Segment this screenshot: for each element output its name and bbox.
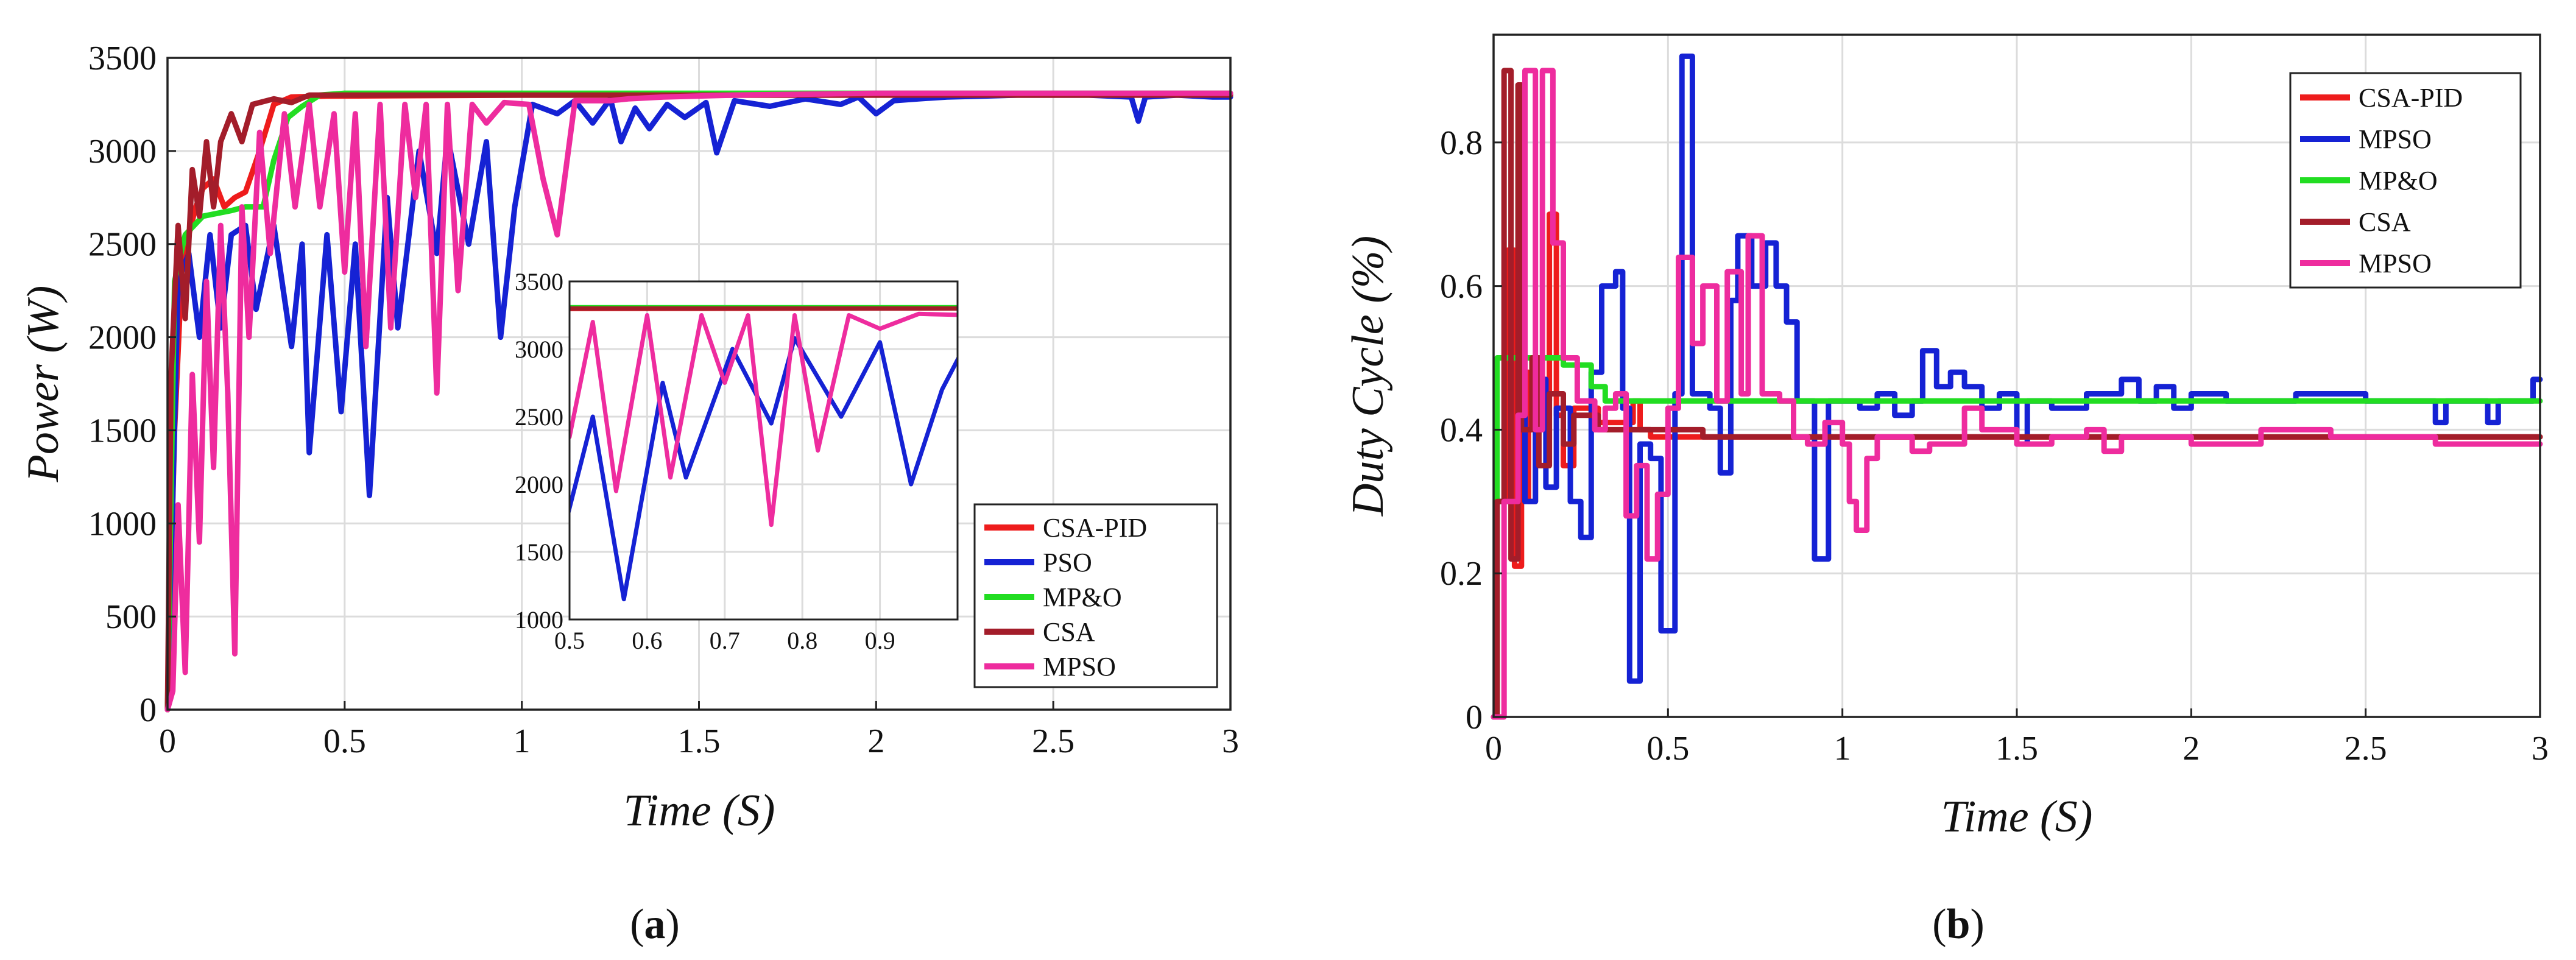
inset-y-tick-label: 1500: [515, 538, 563, 566]
panel-b-y-ticks: 0 0.2 0.4 0.6 0.8: [1440, 124, 1502, 736]
x-tick-label: 0.5: [323, 722, 366, 760]
x-tick-label: 2: [867, 722, 884, 760]
series-line-csa-3: [164, 92, 1233, 713]
y-tick-label: 2000: [88, 319, 157, 357]
panel-b-duty-cycle-chart: 0 0.2 0.4 0.6 0.8 0 0.5 1 1.5 2 2.5 3 Duty Cycle (…: [1343, 34, 2549, 948]
inset-x-tick-label: 0.9: [865, 627, 895, 654]
legend-label-csa: CSA: [2359, 207, 2411, 237]
y-tick-label: 0: [1466, 699, 1483, 736]
legend-label-mp-o: MP&O: [2359, 166, 2438, 196]
panel-a-power-chart: 0 500 1000 1500 2000 2500 3000 3500 0 0.5 1 1.5 2 2.…: [18, 40, 1239, 948]
inset-y-tick-label: 3000: [515, 336, 563, 363]
x-tick-label: 0.5: [1646, 730, 1689, 768]
x-tick-label: 3: [1222, 722, 1239, 760]
panel-a-x-axis-label: Time (S): [624, 786, 775, 836]
legend-label-mp-o: MP&O: [1043, 582, 1122, 612]
panel-a-series: [164, 90, 1233, 713]
x-tick-label: 3: [2532, 730, 2549, 768]
legend-label-mpso: MPSO: [1043, 652, 1116, 682]
y-tick-label: 1500: [88, 412, 157, 450]
inset-y-tick-label: 2000: [515, 471, 563, 498]
inset-x-tick-label: 0.5: [554, 627, 585, 654]
panel-b-caption-letter: b: [1947, 901, 1971, 948]
panel-b-legend: CSA-PID MPSO MP&O CSA MPSO: [2289, 72, 2522, 289]
panel-b-series: [1491, 53, 2543, 720]
x-tick-label: 1.5: [1996, 730, 2038, 768]
panel-a-inset-zoom: 1000 1500 2000 2500 3000 3500 0.5 0.6 0.7 0.8 0.9: [515, 268, 959, 654]
y-tick-label: 0.6: [1440, 268, 1483, 306]
panel-a-legend: CSA-PID PSO MP&O CSA MPSO: [973, 503, 1218, 688]
panel-a-caption: (a): [630, 901, 680, 948]
inset-y-tick-label: 1000: [515, 606, 563, 634]
legend-label-csa-pid: CSA-PID: [2359, 83, 2463, 113]
inset-y-tick-label: 3500: [515, 268, 563, 295]
x-tick-label: 0: [159, 722, 176, 760]
series-line-mpso-4: [164, 90, 1233, 713]
panel-b-caption: (b): [1932, 901, 1985, 948]
x-tick-label: 2.5: [2345, 730, 2387, 768]
y-tick-label: 0: [139, 691, 157, 729]
x-tick-label: 2: [2183, 730, 2200, 768]
panel-b-y-axis-label: Duty Cycle (%): [1343, 236, 1393, 517]
y-tick-label: 2500: [88, 226, 157, 264]
y-tick-label: 3000: [88, 133, 157, 171]
panel-a-caption-letter: a: [644, 901, 666, 948]
inset-x-ticks: 0.5 0.6 0.7 0.8 0.9: [554, 627, 895, 654]
y-tick-label: 1000: [88, 505, 157, 543]
x-tick-label: 1.5: [678, 722, 721, 760]
legend-label-csa-pid: CSA-PID: [1043, 513, 1147, 543]
panel-a-y-axis-label: Power (W): [18, 286, 68, 483]
inset-y-tick-label: 2500: [515, 403, 563, 431]
legend-label-csa: CSA: [1043, 617, 1095, 647]
legend-label-pso: PSO: [1043, 548, 1092, 577]
x-tick-label: 0: [1485, 730, 1502, 768]
panel-a-x-ticks: 0 0.5 1 1.5 2 2.5 3: [159, 701, 1239, 760]
inset-x-tick-label: 0.7: [710, 627, 740, 654]
x-tick-label: 2.5: [1032, 722, 1075, 760]
panel-b-x-ticks: 0 0.5 1 1.5 2 2.5 3: [1485, 708, 2549, 768]
inset-x-tick-label: 0.6: [632, 627, 662, 654]
inset-x-tick-label: 0.8: [787, 627, 817, 654]
panel-b-x-axis-label: Time (S): [1941, 792, 2093, 842]
y-tick-label: 3500: [88, 40, 157, 77]
x-tick-label: 1: [513, 722, 531, 760]
x-tick-label: 1: [1834, 730, 1851, 768]
y-tick-label: 0.8: [1440, 124, 1483, 162]
legend-label-mpso: MPSO: [2359, 249, 2432, 278]
y-tick-label: 0.2: [1440, 555, 1483, 593]
y-tick-label: 500: [105, 598, 157, 636]
y-tick-label: 0.4: [1440, 411, 1483, 449]
panel-a-y-ticks: 0 500 1000 1500 2000 2500 3000 3500: [88, 40, 176, 729]
legend-label-mpso: MPSO: [2359, 124, 2432, 154]
inset-series-line-mpso-4: [570, 311, 958, 528]
inset-border: [568, 280, 959, 621]
series-line-mpso-1: [1491, 53, 2543, 720]
series-line-mpso-4: [1491, 68, 2543, 720]
panel-a-legend-box: [973, 503, 1218, 688]
inset-series: [570, 305, 958, 602]
inset-y-ticks: 1000 1500 2000 2500 3000 3500: [515, 268, 563, 634]
